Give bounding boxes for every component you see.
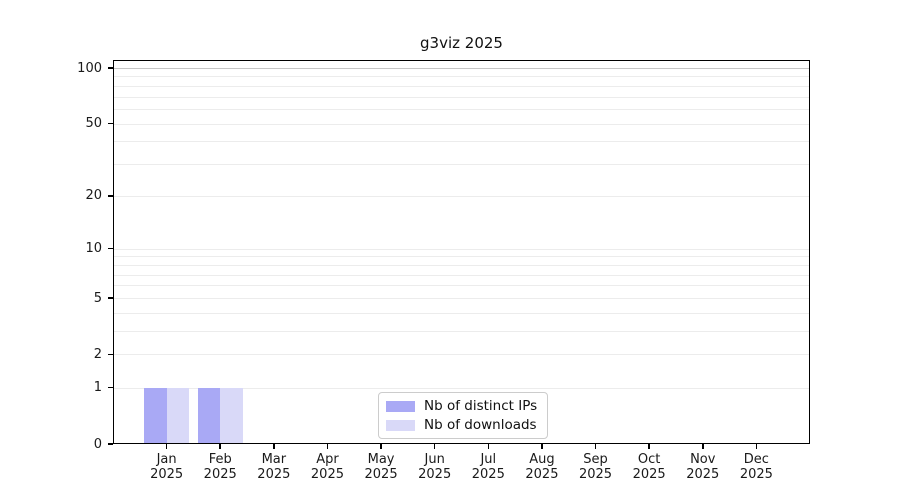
x-tick-month: Jun: [424, 452, 445, 467]
legend-swatch: [386, 419, 415, 431]
y-gridline-minor: [113, 331, 810, 333]
y-gridline-minor: [113, 256, 810, 258]
x-tick-year: 2025: [632, 467, 666, 482]
x-tick-year: 2025: [257, 467, 291, 482]
y-gridline-minor: [113, 312, 810, 314]
x-tick-month: Dec: [743, 452, 769, 467]
y-gridline-minor: [113, 85, 810, 87]
x-tick-label: Jun 2025: [404, 452, 466, 482]
y-tick-label: 20: [85, 188, 102, 204]
y-gridline-minor: [113, 354, 810, 356]
x-axis-tick: [541, 444, 543, 449]
y-gridline-minor: [113, 123, 810, 125]
y-tick-label: 0: [93, 436, 102, 452]
y-axis-tick: [108, 443, 113, 445]
legend-label: Nb of distinct IPs: [424, 398, 538, 414]
x-tick-year: 2025: [739, 467, 773, 482]
x-tick-label: Oct 2025: [618, 452, 680, 482]
x-axis-tick: [648, 444, 650, 449]
x-tick-label: May 2025: [350, 452, 412, 482]
x-tick-label: Jul 2025: [457, 452, 519, 482]
x-tick-month: Jan: [156, 452, 177, 467]
y-gridline-minor: [113, 298, 810, 300]
y-gridline-minor: [113, 195, 810, 197]
x-tick-label: Aug 2025: [511, 452, 573, 482]
x-axis-tick: [326, 444, 329, 449]
x-tick-month: Oct: [637, 452, 661, 467]
x-axis-tick: [594, 444, 597, 449]
y-gridline-minor: [113, 96, 810, 98]
legend: Nb of distinct IPs Nb of downloads: [378, 392, 549, 439]
y-tick-label: 2: [93, 346, 102, 362]
x-tick-label: Dec 2025: [725, 452, 787, 482]
x-tick-month: Nov: [690, 452, 716, 467]
x-tick-label: Sep 2025: [565, 452, 627, 482]
y-gridline-minor: [113, 285, 810, 287]
x-tick-label: Feb 2025: [189, 452, 251, 482]
y-gridline-minor: [113, 387, 810, 389]
x-tick-year: 2025: [150, 467, 184, 482]
y-tick-label: 100: [77, 60, 102, 76]
legend-entry: Nb of distinct IPs: [386, 398, 537, 414]
x-tick-month: Jul: [480, 452, 497, 467]
x-tick-year: 2025: [686, 467, 720, 482]
x-tick-year: 2025: [525, 467, 559, 482]
y-gridline-minor: [113, 274, 810, 276]
y-gridline-minor: [113, 164, 810, 166]
x-tick-label: Mar 2025: [243, 452, 305, 482]
bar-nb-of-downloads: [220, 387, 243, 444]
x-tick-month: Sep: [583, 452, 608, 467]
x-tick-month: Mar: [261, 452, 287, 467]
y-axis-tick: [108, 247, 113, 250]
bar-nb-of-distinct-ips: [197, 387, 221, 444]
x-axis-tick: [487, 444, 490, 449]
x-axis-tick: [380, 444, 382, 449]
x-axis-tick: [433, 444, 436, 449]
y-tick-label: 50: [85, 116, 102, 132]
y-tick-label: 10: [85, 241, 102, 257]
x-axis-tick: [755, 444, 758, 449]
y-gridline-minor: [113, 141, 810, 143]
y-axis-tick: [108, 67, 113, 69]
y-tick-label: 1: [93, 380, 102, 396]
x-tick-label: Apr 2025: [296, 452, 358, 482]
y-axis-tick: [108, 122, 113, 125]
y-gridline-minor: [113, 248, 810, 250]
x-axis-tick: [219, 444, 221, 449]
x-axis-tick: [273, 444, 275, 449]
chart-title: g3viz 2025: [420, 34, 503, 52]
x-axis-tick: [702, 444, 704, 449]
x-tick-year: 2025: [310, 467, 344, 482]
y-axis-tick: [108, 195, 113, 197]
legend-label: Nb of downloads: [424, 417, 537, 433]
x-tick-month: Aug: [529, 452, 555, 467]
y-gridline-major: [113, 68, 810, 69]
y-tick-label: 5: [93, 290, 102, 306]
y-axis-tick: [108, 297, 113, 299]
bar-nb-of-downloads: [166, 387, 190, 444]
x-tick-year: 2025: [203, 467, 237, 482]
y-gridline-minor: [113, 264, 810, 266]
x-tick-month: Feb: [208, 452, 232, 467]
x-tick-year: 2025: [471, 467, 505, 482]
legend-entry: Nb of downloads: [386, 417, 537, 433]
y-axis-tick: [108, 386, 113, 389]
y-axis-tick: [108, 353, 113, 356]
x-tick-month: Apr: [316, 452, 339, 467]
x-axis-tick: [165, 444, 168, 449]
x-tick-label: Nov 2025: [672, 452, 734, 482]
bar-nb-of-distinct-ips: [144, 387, 167, 444]
x-tick-label: Jan 2025: [136, 452, 198, 482]
x-tick-year: 2025: [364, 467, 398, 482]
y-gridline-minor: [113, 76, 810, 78]
x-tick-month: May: [367, 452, 395, 467]
x-tick-year: 2025: [418, 467, 452, 482]
legend-swatch: [386, 400, 415, 412]
x-tick-year: 2025: [578, 467, 613, 482]
y-gridline-minor: [113, 109, 810, 111]
